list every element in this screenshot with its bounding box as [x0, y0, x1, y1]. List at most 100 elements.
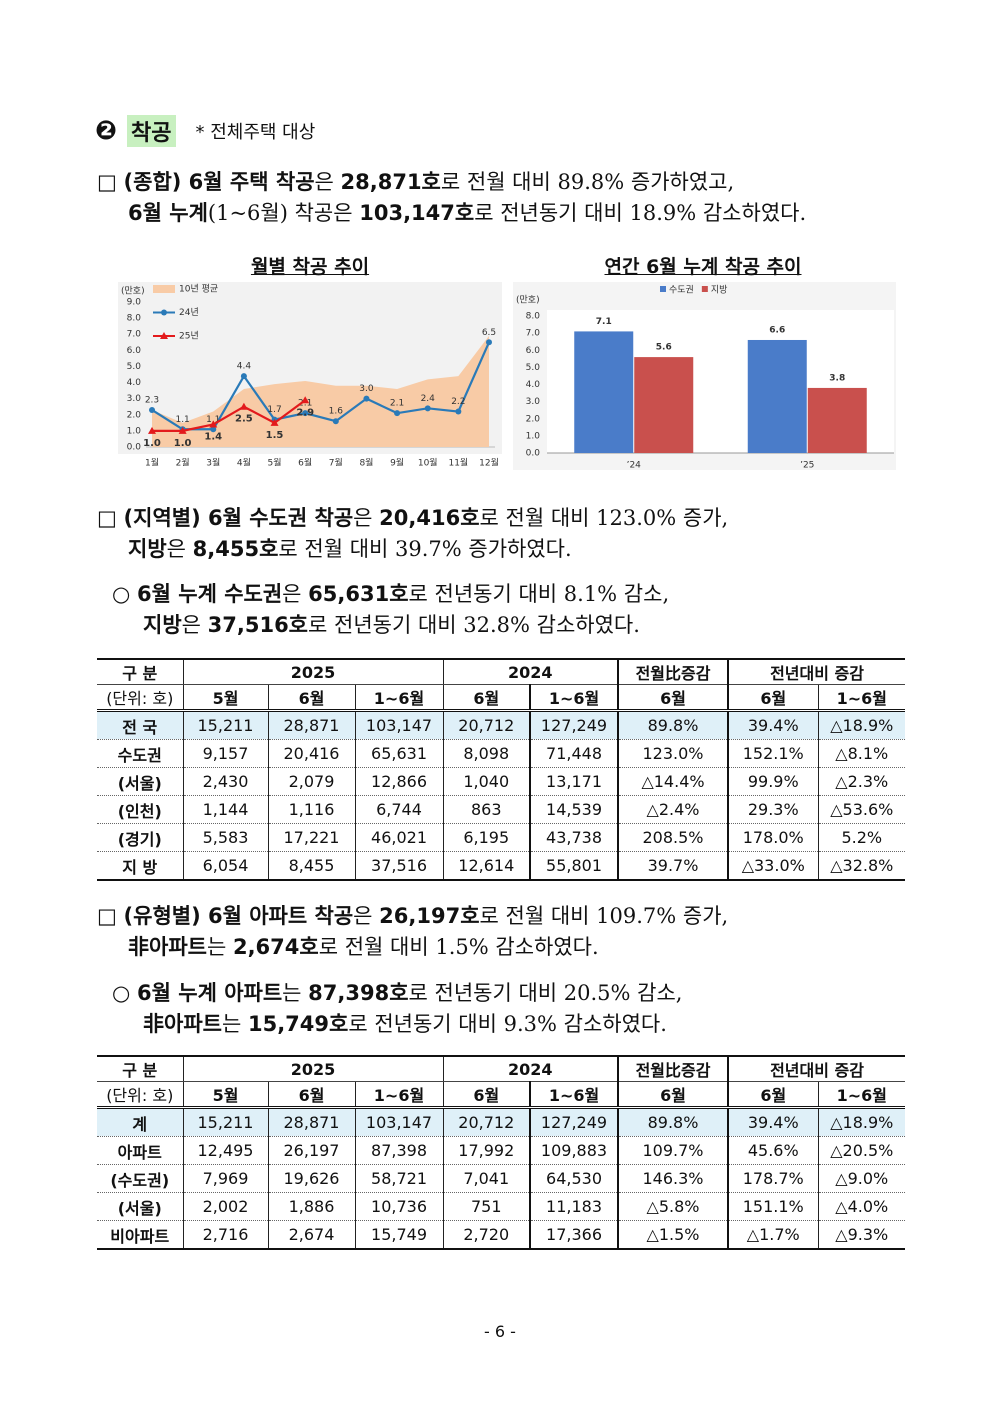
text-line: 6월 누계(1~6월) 착공은 103,147호로 전년동기 대비 18.9% … [128, 198, 806, 229]
legend-swatch [660, 286, 666, 292]
table-cell: 15,749 [354, 1220, 444, 1250]
y-tick-label: 1.0 [127, 426, 142, 436]
table-cell: △9.3% [817, 1220, 906, 1250]
text: 로 전월 대비 109.7% 증가, [479, 904, 729, 928]
table-cell: 6,054 [182, 851, 269, 881]
data-label: 3.0 [359, 384, 374, 394]
table-cell: (수도권) [97, 1164, 184, 1193]
y-tick-label: 3.0 [526, 397, 541, 407]
x-tick-label: 5월 [268, 457, 282, 469]
bold-text: 28,871호 [340, 170, 441, 194]
table-cell: 46,021 [354, 823, 444, 852]
header-cell: 6월 [267, 684, 356, 712]
table-row: 수도권 9,157 20,416 65,631 8,098 71,448 123.0% 152… [97, 739, 906, 768]
table-cell: △14.4% [617, 767, 729, 796]
y-tick-label: 9.0 [127, 298, 142, 308]
text: 로 전월 대비 39.7% 증가하였다. [278, 537, 572, 561]
text-line: 지방은 8,455호로 전월 대비 39.7% 증가하였다. [128, 534, 728, 565]
table-cell: 1,116 [267, 795, 356, 824]
text: 로 전월 대비 1.5% 감소하였다. [318, 935, 599, 959]
table-cell: 아파트 [97, 1136, 184, 1165]
legend-label: 24년 [179, 307, 199, 318]
y-tick-label: 1.0 [526, 431, 541, 441]
table-row: 지 방 6,054 8,455 37,516 12,614 55,801 39.7% △33.… [97, 851, 906, 881]
header-cell: 1~6월 [529, 1081, 619, 1109]
area [152, 335, 489, 447]
chart-title: 연간 6월 누계 착공 추이 [604, 256, 802, 278]
text: 로 전년동기 대비 32.8% 감소하였다. [308, 613, 640, 637]
bold-text: 87,398호 [308, 981, 409, 1005]
table-cell: 178.7% [727, 1164, 819, 1193]
data-label: 2.1 [298, 399, 312, 409]
bold-text: 20,416호 [379, 506, 480, 530]
x-tick-label: 2월 [176, 457, 190, 469]
y-axis-label: (만호) [121, 286, 145, 297]
x-tick-label: 10월 [418, 457, 438, 469]
table-cell: 7,041 [442, 1164, 531, 1193]
table-cell: (서울) [97, 1192, 184, 1221]
section-heading: ❷ 착공 * 전체주택 대상 [95, 113, 315, 149]
table-cell: 계 [97, 1107, 184, 1137]
header-cell: 6월 [727, 1081, 819, 1109]
bold-text: 26,197호 [379, 904, 480, 928]
header-cell: 5월 [182, 1081, 269, 1109]
table-cell: 전 국 [97, 710, 184, 740]
chart-title: 월별 착공 추이 [250, 256, 370, 278]
bold-text: 103,147호 [359, 201, 475, 225]
x-tick-label: 6월 [298, 457, 312, 469]
bar [574, 331, 634, 453]
header-cell: (단위: 호) [97, 1081, 184, 1109]
page-number: - 6 - [484, 1322, 516, 1341]
y-tick-label: 0.0 [127, 443, 142, 453]
text-line: 지방은 37,516호로 전년동기 대비 32.8% 감소하였다. [143, 610, 669, 641]
marker [270, 418, 279, 426]
marker [302, 410, 309, 417]
bold-text: 지방 [143, 613, 182, 637]
legend-swatch [701, 286, 708, 292]
table-cell: 28,871 [267, 710, 356, 740]
marker [301, 396, 310, 404]
data-label: 2.5 [235, 414, 253, 425]
table-cell: (인천) [97, 795, 184, 824]
table-cell: 2,720 [442, 1220, 531, 1250]
marker [239, 402, 248, 410]
legend-marker [161, 309, 167, 316]
marker [210, 426, 217, 433]
header-cell: 6월 [442, 684, 531, 712]
header-cell: 6월 [267, 1081, 356, 1109]
table-cell: 103,147 [354, 710, 444, 740]
text: 은 [181, 613, 208, 637]
y-tick-label: 7.0 [526, 329, 541, 339]
table-cell: 109.7% [617, 1136, 729, 1165]
table-cell: 5,583 [182, 823, 269, 852]
table-cell: 19,626 [267, 1164, 356, 1193]
data-label: 6.5 [482, 328, 496, 338]
bold-text: (지역별) 6월 수도권 착공 [123, 506, 354, 530]
table-row: 계 15,211 28,871 103,147 20,712 127,249 89.8% 39… [97, 1107, 906, 1137]
table-cell: 127,249 [529, 710, 619, 740]
bold-text: 非아파트 [143, 1012, 222, 1036]
table-cell: 29.3% [727, 795, 819, 824]
marker [394, 410, 401, 417]
bold-text: 8,455호 [192, 537, 279, 561]
y-tick-label: 8.0 [526, 312, 541, 322]
y-tick-label: 7.0 [127, 330, 142, 340]
header-cell: 전월比증감 [617, 658, 729, 685]
marker [332, 418, 339, 425]
table-cell: 8,455 [267, 851, 356, 881]
data-label: 4.4 [237, 362, 252, 372]
table-row: (경기) 5,583 17,221 46,021 6,195 43,738 208.5% 17… [97, 823, 906, 852]
table-cell: 6,744 [354, 795, 444, 824]
y-tick-label: 3.0 [127, 394, 142, 404]
text: 은 [353, 904, 380, 928]
table-cell: 14,539 [529, 795, 619, 824]
table-cell: △5.8% [617, 1192, 729, 1221]
table-cell: (서울) [97, 767, 184, 796]
text: 은 [353, 506, 380, 530]
y-tick-label: 4.0 [127, 378, 142, 388]
header-cell: 구 분 [97, 658, 184, 685]
data-label: 2.2 [451, 397, 465, 407]
text-line: ○ 6월 누계 수도권은 65,631호로 전년동기 대비 8.1% 감소, [112, 579, 669, 610]
table-cell: 208.5% [617, 823, 729, 852]
